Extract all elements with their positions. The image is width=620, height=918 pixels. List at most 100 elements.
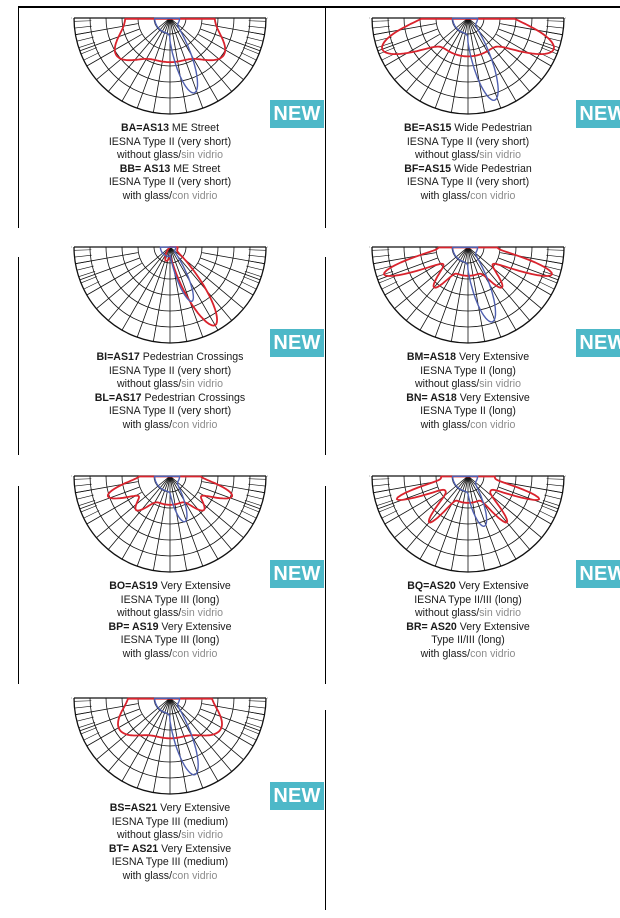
top-rule — [18, 6, 620, 8]
description-line: with glass/con vidrio — [323, 648, 613, 662]
spanish-translation: sin vidrio — [479, 149, 521, 161]
photometric-cell: NEW BA=AS13 ME Street IESNA Type II (very … — [25, 8, 324, 218]
grid-tick — [373, 489, 391, 493]
description-line: Type II/III (long) — [323, 634, 613, 648]
photometric-diagram — [369, 475, 567, 573]
grid-tick — [247, 711, 265, 715]
new-badge: NEW — [576, 100, 620, 128]
lens-code: BB= AS13 — [119, 162, 171, 175]
grid-radial — [467, 246, 502, 338]
grid-tick — [542, 500, 560, 506]
grid-tick — [76, 716, 94, 722]
spanish-translation: con vidrio — [470, 189, 516, 202]
spanish-translation: sin vidrio — [479, 378, 521, 390]
grid-radial — [169, 475, 188, 571]
description-line: with glass/con vidrio — [25, 648, 315, 662]
grid-radial — [377, 486, 438, 510]
grid-tick — [74, 483, 92, 487]
grid-radial — [384, 491, 440, 525]
line-text: IESNA Type III (medium) — [111, 856, 229, 868]
grid-radial — [169, 697, 244, 761]
grid-tick — [376, 500, 394, 506]
grid-radial — [169, 475, 244, 539]
grid-tick — [248, 700, 266, 702]
grid-radial — [467, 475, 486, 571]
grid-tick — [75, 31, 93, 35]
line-text: Wide Pedestrian — [451, 162, 532, 175]
grid-tick — [546, 483, 564, 487]
grid-radial — [467, 17, 502, 109]
grid-tick — [545, 489, 563, 493]
line-text: with glass/ — [122, 869, 173, 882]
grid-radial — [200, 28, 261, 52]
grid-radial — [467, 246, 517, 331]
description-line: IESNA Type II (very short) — [25, 176, 315, 190]
description-line: BQ=AS20 Very Extensive — [323, 580, 613, 594]
grid-tick — [373, 260, 391, 264]
grid-tick — [546, 254, 564, 258]
grid-radial — [121, 246, 171, 331]
grid-tick — [544, 265, 562, 271]
grid-tick — [83, 52, 100, 61]
description-line: BB= AS13 ME Street — [25, 163, 315, 177]
description-line: with glass/con vidrio — [323, 419, 613, 433]
grid-tick — [248, 25, 266, 29]
photometric-cell: NEW BS=AS21 Very Extensive IESNA Type III … — [25, 688, 324, 898]
grid-tick — [540, 276, 558, 284]
grid-radial — [107, 246, 171, 321]
grid-radial — [496, 33, 552, 67]
description-line: BR= AS20 Very Extensive — [323, 621, 613, 635]
grid-radial — [467, 246, 542, 310]
grid-radial — [169, 697, 188, 793]
grid-radial — [169, 475, 219, 560]
description-line: BE=AS15 Wide Pedestrian — [323, 122, 613, 136]
grid-tick — [74, 249, 92, 251]
spanish-translation: sin vidrio — [181, 149, 223, 161]
description-line: BA=AS13 ME Street — [25, 122, 315, 136]
grid-tick — [372, 483, 390, 487]
lens-code: BP= AS19 — [108, 620, 159, 633]
grid-tick — [381, 281, 398, 290]
new-badge: NEW — [270, 329, 324, 357]
grid-radial — [169, 246, 219, 331]
lens-code: BR= AS20 — [406, 620, 457, 633]
grid-radial — [467, 475, 517, 560]
description-line: BF=AS15 Wide Pedestrian — [323, 163, 613, 177]
line-text: Pedestrian Crossings — [141, 391, 246, 404]
description-line: IESNA Type II (very short) — [25, 405, 315, 419]
line-text: without glass/ — [117, 378, 182, 390]
grid-tick — [378, 47, 396, 55]
description-line: IESNA Type II (long) — [323, 405, 613, 419]
grid-tick — [74, 478, 92, 480]
line-text: IESNA Type II (very short) — [406, 135, 530, 148]
column-divider-center — [325, 6, 326, 228]
grid-tick — [544, 494, 562, 500]
grid-tick — [372, 25, 390, 29]
intensity-curve-with-glass — [153, 17, 199, 94]
line-text: Very Extensive — [158, 620, 232, 633]
grid-tick — [75, 260, 93, 264]
grid-radial — [384, 262, 440, 296]
lens-code: BO=AS19 — [109, 580, 158, 592]
new-badge: NEW — [270, 100, 324, 128]
grid-radial — [467, 17, 486, 113]
spanish-translation: sin vidrio — [181, 829, 223, 841]
photometric-cell: NEW BM=AS18 Very Extensive IESNA Type II (… — [323, 237, 620, 447]
spanish-translation: sin vidrio — [181, 607, 223, 619]
line-text: with glass/ — [420, 647, 471, 660]
grid-radial — [86, 262, 142, 296]
lens-description: BI=AS17 Pedestrian Crossings IESNA Type I… — [25, 351, 315, 432]
line-text: IESNA Type II (very short) — [406, 176, 530, 188]
line-text: IESNA Type III (long) — [120, 634, 220, 646]
line-text: ME Street — [168, 122, 220, 134]
lens-code: BN= AS18 — [406, 391, 457, 404]
spanish-translation: sin vidrio — [479, 607, 521, 619]
description-line: IESNA Type II (very short) — [323, 136, 613, 150]
grid-tick — [83, 281, 100, 290]
new-badge: NEW — [270, 782, 324, 810]
grid-tick — [74, 705, 92, 709]
description-line: BS=AS21 Very Extensive — [25, 802, 315, 816]
grid-radial — [136, 246, 171, 338]
new-badge: NEW — [576, 329, 620, 357]
grid-radial — [496, 262, 552, 296]
